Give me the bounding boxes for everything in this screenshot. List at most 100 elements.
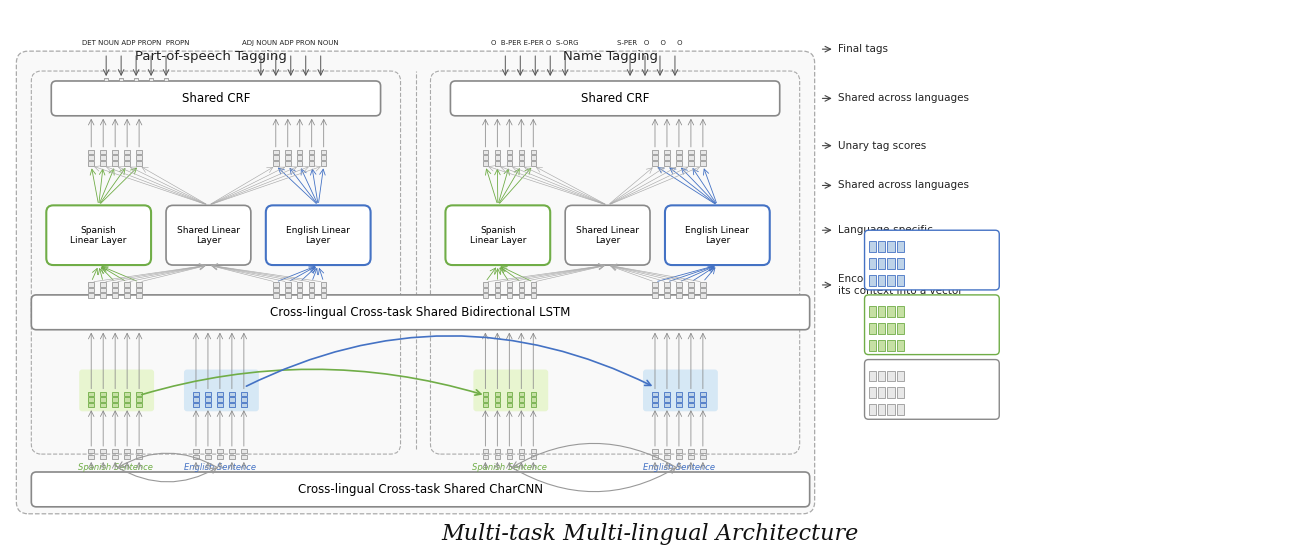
Bar <box>888 404 894 415</box>
Bar <box>676 449 681 453</box>
Bar <box>136 282 142 287</box>
Bar <box>125 161 130 166</box>
Bar <box>897 323 905 334</box>
Bar <box>136 449 142 453</box>
FancyBboxPatch shape <box>566 205 650 265</box>
Bar <box>701 282 706 287</box>
Bar <box>229 403 234 408</box>
Bar <box>194 449 199 453</box>
Bar <box>194 455 199 459</box>
Bar <box>530 392 536 396</box>
Bar <box>88 282 94 287</box>
FancyBboxPatch shape <box>31 295 810 329</box>
Bar <box>217 403 222 408</box>
Text: Cross-lingual Cross-task Shared Bidirectional LSTM: Cross-lingual Cross-task Shared Bidirect… <box>270 306 571 319</box>
Bar <box>217 397 222 401</box>
Bar <box>136 403 142 408</box>
Bar <box>878 275 885 286</box>
Bar <box>507 161 512 166</box>
Text: Shared Linear
Layer: Shared Linear Layer <box>576 226 640 245</box>
Bar <box>664 392 670 396</box>
FancyBboxPatch shape <box>666 205 770 265</box>
Bar <box>205 449 211 453</box>
Text: Spanish
Linear Layer: Spanish Linear Layer <box>469 226 527 245</box>
Text: Language-specific: Language-specific <box>837 226 932 235</box>
Bar <box>701 293 706 298</box>
Text: Encode each word and
its context into a vector: Encode each word and its context into a … <box>837 274 962 296</box>
Bar <box>112 150 118 154</box>
Bar <box>701 403 706 408</box>
Bar <box>321 288 326 292</box>
Bar <box>88 156 94 160</box>
Bar <box>519 293 524 298</box>
Text: Shared Linear
Layer: Shared Linear Layer <box>177 226 240 245</box>
FancyBboxPatch shape <box>79 370 155 411</box>
Bar <box>653 403 658 408</box>
Bar <box>507 288 512 292</box>
Bar <box>112 449 118 453</box>
Bar <box>701 455 706 459</box>
Text: Shared CRF: Shared CRF <box>581 92 649 105</box>
Bar <box>88 455 94 459</box>
Bar <box>136 455 142 459</box>
Bar <box>878 241 885 252</box>
Bar <box>519 150 524 154</box>
Bar <box>897 404 905 415</box>
Bar <box>205 392 211 396</box>
Bar <box>205 403 211 408</box>
Bar <box>530 455 536 459</box>
Bar <box>701 392 706 396</box>
Bar <box>194 403 199 408</box>
Bar <box>150 78 153 81</box>
Bar <box>664 150 670 154</box>
Bar <box>100 392 105 396</box>
Bar <box>217 449 222 453</box>
Bar <box>507 150 512 154</box>
Bar <box>653 282 658 287</box>
Bar <box>664 282 670 287</box>
Bar <box>285 282 290 287</box>
Bar <box>482 403 488 408</box>
Bar <box>878 340 885 350</box>
Bar <box>897 258 905 269</box>
Bar <box>676 403 681 408</box>
Bar <box>653 288 658 292</box>
Bar <box>888 275 894 286</box>
Bar <box>676 150 681 154</box>
Bar <box>664 449 670 453</box>
Bar <box>112 156 118 160</box>
Bar <box>240 455 247 459</box>
Bar <box>125 455 130 459</box>
Bar <box>229 455 234 459</box>
Bar <box>653 156 658 160</box>
Text: Unary tag scores: Unary tag scores <box>837 141 926 151</box>
Bar <box>494 150 500 154</box>
Bar <box>868 258 876 269</box>
Bar <box>112 397 118 401</box>
Text: Part-of-speech Tagging: Part-of-speech Tagging <box>135 50 287 63</box>
Text: Character
Embeddings: Character Embeddings <box>916 378 982 400</box>
Text: Shared across languages: Shared across languages <box>837 180 968 190</box>
Bar <box>494 293 500 298</box>
Bar <box>507 293 512 298</box>
Bar <box>125 392 130 396</box>
Bar <box>897 241 905 252</box>
Bar <box>100 455 105 459</box>
Bar <box>494 449 500 453</box>
Text: Spanish
Linear Layer: Spanish Linear Layer <box>70 226 127 245</box>
Text: Cross-lingual Cross-task Shared CharCNN: Cross-lingual Cross-task Shared CharCNN <box>298 483 543 496</box>
Bar <box>676 397 681 401</box>
Bar <box>136 161 142 166</box>
Text: English Linear
Layer: English Linear Layer <box>685 226 749 245</box>
Bar <box>676 392 681 396</box>
Bar <box>519 282 524 287</box>
Bar <box>494 288 500 292</box>
Bar <box>494 392 500 396</box>
Bar <box>112 161 118 166</box>
Bar <box>878 323 885 334</box>
Bar <box>494 403 500 408</box>
Bar <box>194 392 199 396</box>
Bar <box>321 156 326 160</box>
Bar <box>88 293 94 298</box>
FancyBboxPatch shape <box>185 370 259 411</box>
